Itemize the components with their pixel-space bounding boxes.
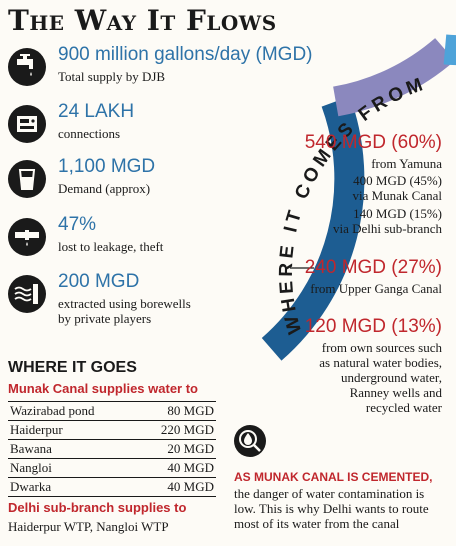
table-row: Nangloi 40 MGD	[8, 458, 216, 478]
stat-description: lost to leakage, theft	[58, 239, 164, 254]
source-description: via Delhi sub-branch	[332, 221, 442, 236]
destination-value: 80 MGD	[134, 401, 216, 421]
destination-value: 40 MGD	[134, 458, 216, 478]
destination-value: 20 MGD	[134, 439, 216, 459]
destination-value: 40 MGD	[134, 477, 216, 497]
table-row: Wazirabad pond 80 MGD	[8, 401, 216, 421]
arc-segment	[261, 96, 365, 361]
stat-value: 47%	[58, 214, 97, 235]
stat-description: by private players	[58, 311, 152, 326]
source-value: 540 MGD (60%)	[304, 132, 442, 153]
stat-description: connections	[58, 126, 121, 141]
stat-description: extracted using borewells	[58, 296, 191, 311]
note-headline: AS MUNAK CANAL IS CEMENTED,	[234, 470, 433, 484]
water-drop-magnifier-icon	[234, 425, 266, 457]
source-value: 120 MGD (13%)	[304, 316, 442, 337]
stat-value: 900 million gallons/day (MGD)	[58, 44, 313, 65]
stat-description: Total supply by DJB	[58, 69, 166, 84]
table-row: Haiderpur 220 MGD	[8, 420, 216, 440]
page-title: The Way It Flows	[8, 4, 277, 37]
destination-name: Bawana	[8, 439, 135, 459]
source-description: 140 MGD (15%)	[353, 206, 442, 221]
stat-value: 1,100 MGD	[58, 156, 156, 177]
table-row: Dwarka 40 MGD	[8, 477, 216, 497]
source-description: recycled water	[365, 400, 442, 415]
arc-segment	[332, 37, 455, 117]
stat-description: Demand (approx)	[58, 181, 151, 196]
where-it-goes-title: WHERE IT GOES	[8, 359, 137, 376]
stat-value: 200 MGD	[58, 271, 140, 292]
munak-canal-title: Munak Canal supplies water to	[8, 381, 198, 396]
source-description: underground water,	[340, 370, 442, 385]
munak-canal-table: Wazirabad pond 80 MGD Haiderpur 220 MGD Bawa…	[8, 401, 216, 497]
borewell-icon	[8, 275, 46, 313]
source-value: 240 MGD (27%)	[304, 257, 442, 278]
delhi-sub-branch-title: Delhi sub-branch supplies to	[8, 500, 187, 515]
delhi-sub-branch-list: Haiderpur WTP, Nangloi WTP	[8, 519, 169, 534]
note-body: the danger of water contamination is low…	[234, 486, 429, 531]
source-description: from Upper Ganga Canal	[310, 281, 442, 296]
water-meter-icon	[8, 105, 46, 143]
table-row: Bawana 20 MGD	[8, 439, 216, 459]
destination-name: Dwarka	[8, 477, 135, 497]
destination-name: Nangloi	[8, 458, 135, 478]
water-tap-icon	[8, 48, 46, 86]
leaking-pipe-icon	[8, 218, 46, 256]
source-description: 400 MGD (45%)	[353, 173, 442, 188]
source-description: as natural water bodies,	[319, 355, 442, 370]
destination-value: 220 MGD	[134, 420, 216, 440]
destination-name: Haiderpur	[8, 420, 135, 440]
destination-name: Wazirabad pond	[8, 401, 135, 421]
stat-value: 24 LAKH	[58, 101, 135, 122]
source-description: Ranney wells and	[349, 385, 442, 400]
source-description: from Yamuna	[371, 156, 442, 171]
source-description: from own sources such	[321, 340, 442, 355]
water-glass-icon	[8, 160, 46, 198]
source-description: via Munak Canal	[352, 188, 442, 203]
arc-segment	[443, 34, 456, 66]
